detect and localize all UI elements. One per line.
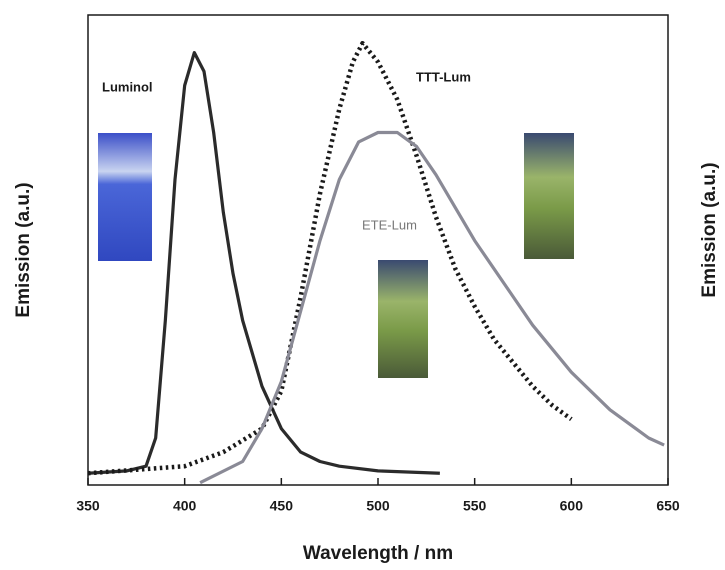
x-axis-title: Wavelength / nm bbox=[303, 543, 453, 564]
x-tick-label: 400 bbox=[173, 498, 197, 514]
annotation: ETE-Lum bbox=[362, 217, 417, 232]
annotation: Luminol bbox=[102, 79, 153, 94]
y2-axis-title: Emission (a.u.) bbox=[699, 162, 720, 297]
plot-frame bbox=[87, 14, 669, 486]
series-line bbox=[87, 50, 440, 475]
vial-image bbox=[98, 133, 152, 261]
x-tick-label: 550 bbox=[463, 498, 487, 514]
x-tick-label: 600 bbox=[560, 498, 584, 514]
x-tick-label: 500 bbox=[366, 498, 390, 514]
x-tick-label: 350 bbox=[76, 498, 100, 514]
series-line bbox=[87, 40, 573, 476]
vial-image bbox=[524, 133, 574, 259]
annotation: TTT-Lum bbox=[416, 69, 471, 84]
y-axis-title: Emission (a.u.) bbox=[13, 182, 34, 317]
x-tick-label: 450 bbox=[270, 498, 294, 514]
x-tick-label: 650 bbox=[656, 498, 680, 514]
vial-image bbox=[378, 260, 428, 378]
series-line bbox=[199, 130, 665, 485]
